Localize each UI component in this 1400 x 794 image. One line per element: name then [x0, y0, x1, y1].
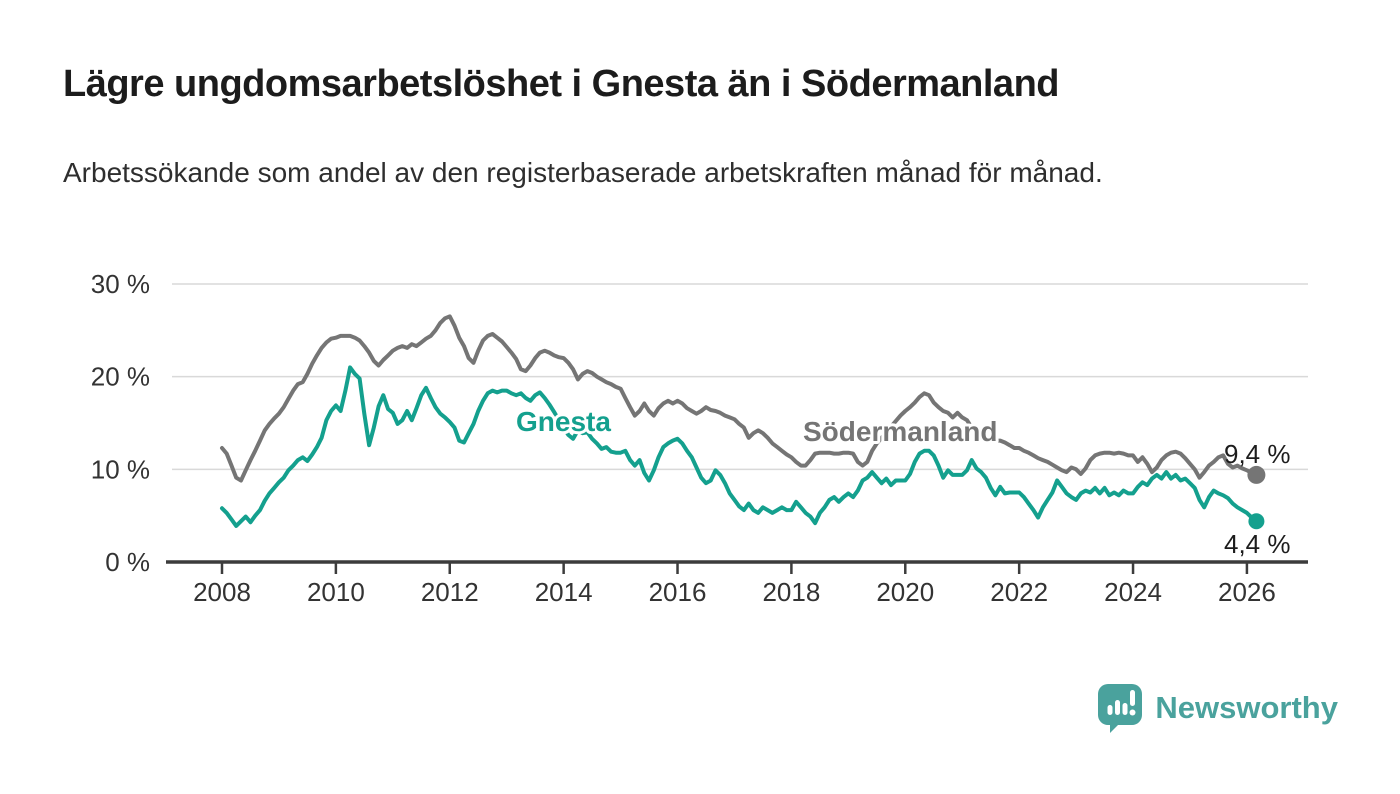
series-end-dot-sodermanland — [1247, 465, 1266, 484]
x-axis-tick-label: 2022 — [990, 577, 1048, 607]
brand-name: Newsworthy — [1155, 690, 1338, 725]
series-line-gnesta — [220, 365, 1259, 528]
bar-chart-bar-1 — [1107, 705, 1113, 715]
x-axis-tick-label: 2012 — [421, 577, 479, 607]
page-title: Lägre ungdomsarbetslöshet i Gnesta än i … — [63, 63, 1060, 105]
x-axis-tick-label: 2016 — [649, 577, 707, 607]
series-end-value-sodermanland: 9,4 % — [1224, 439, 1291, 469]
x-axis-tick-label: 2010 — [307, 577, 365, 607]
exclamation-dot — [1129, 709, 1136, 716]
series-end-value-gnesta: 4,4 % — [1224, 529, 1291, 559]
brand-footer: Newsworthy — [1097, 683, 1338, 733]
bar-chart-bar-3 — [1122, 703, 1128, 715]
x-axis-tick-label: 2024 — [1104, 577, 1162, 607]
y-axis-tick-label: 20 % — [91, 362, 150, 392]
y-axis-tick-label: 30 % — [91, 269, 150, 299]
newsworthy-logo-icon — [1098, 684, 1143, 733]
x-axis-tick-label: 2020 — [876, 577, 934, 607]
series-label-gnesta: Gnesta — [516, 406, 611, 437]
y-axis-tick-label: 0 % — [105, 547, 150, 577]
series-label-sodermanland: Södermanland — [803, 416, 997, 447]
x-axis-tick-label: 2008 — [193, 577, 251, 607]
bar-chart-bar-2 — [1115, 700, 1121, 715]
y-axis-tick-label: 10 % — [91, 454, 150, 484]
series-end-dot-gnesta — [1248, 513, 1265, 530]
x-axis-tick-label: 2026 — [1218, 577, 1276, 607]
x-axis-tick-label: 2018 — [762, 577, 820, 607]
series-line-sodermanland — [220, 314, 1259, 483]
chart-subtitle: Arbetssökande som andel av den registerb… — [63, 157, 1103, 188]
x-axis-tick-label: 2014 — [535, 577, 593, 607]
exclamation-bar — [1130, 690, 1136, 706]
